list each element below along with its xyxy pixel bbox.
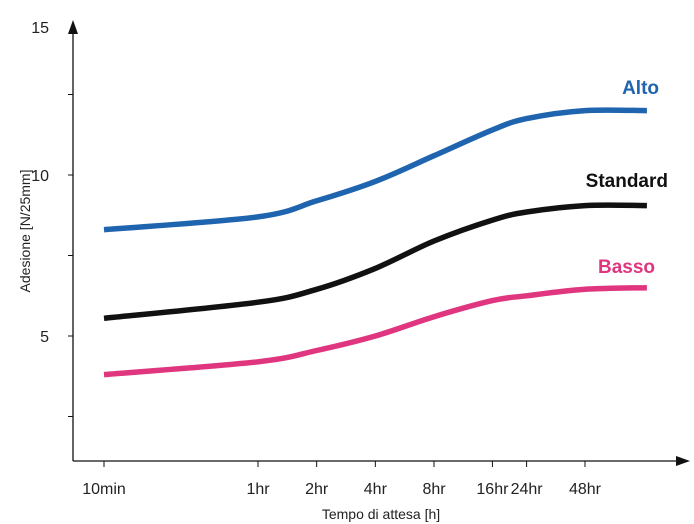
series-lines (103, 107, 647, 378)
y-tick-label: 10 (31, 168, 49, 185)
series-line-standard (103, 202, 647, 322)
series-label-basso: Basso (598, 257, 655, 278)
x-tick-label: 10min (82, 481, 126, 498)
series-line-alto (103, 107, 647, 233)
x-tick-label: 2hr (305, 481, 329, 498)
ticks: 5 10 15 10min 1hr 2hr 4hr 8hr 16hr 24hr 48hr (31, 20, 601, 498)
x-tick-label: 16hr (476, 481, 509, 498)
y-tick-label: 15 (31, 20, 49, 37)
x-tick-label: 8hr (422, 481, 446, 498)
series-line-basso (103, 284, 647, 378)
x-tick-label: 48hr (569, 481, 602, 498)
x-tick-label: 1hr (246, 481, 270, 498)
x-axis-arrow-icon (676, 456, 690, 466)
series-label-alto: Alto (622, 78, 659, 99)
y-tick-label: 5 (40, 329, 49, 346)
x-tick-label: 24hr (511, 481, 544, 498)
series-labels: Alto Standard Basso (586, 78, 668, 278)
series-label-standard: Standard (586, 171, 668, 192)
y-axis-label: Adesione [N/25mm] (17, 170, 33, 293)
x-axis-label: Tempo di attesa [h] (322, 506, 440, 522)
x-tick-label: 4hr (364, 481, 388, 498)
y-axis-arrow-icon (68, 20, 78, 34)
axes (68, 20, 690, 466)
